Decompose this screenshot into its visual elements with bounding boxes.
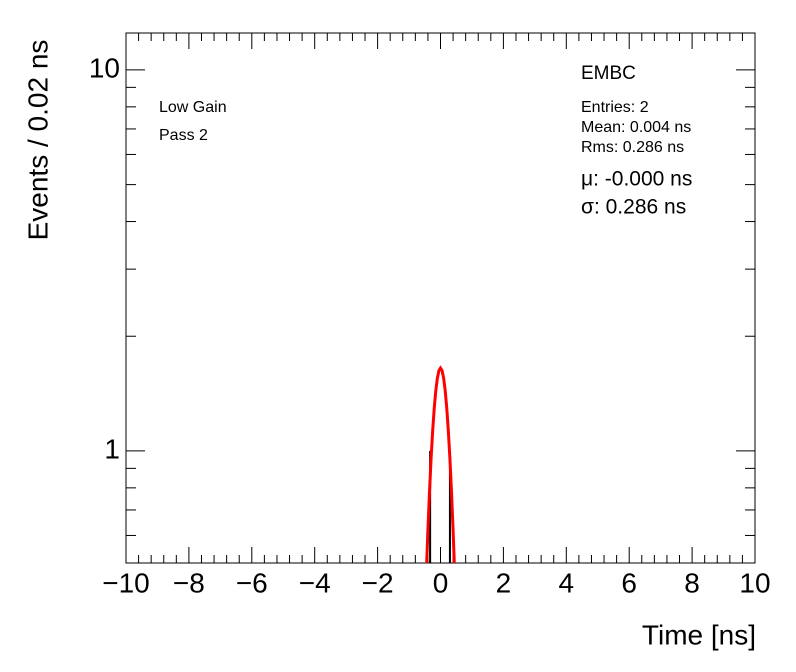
y-tick-label: 10 — [89, 52, 120, 83]
fit-sigma-label: σ: 0.286 ns — [581, 196, 686, 219]
rms-label: Rms: 0.286 ns — [581, 139, 684, 156]
x-tick-label: −6 — [236, 567, 268, 598]
x-tick-label: 6 — [621, 567, 637, 598]
x-tick-label: 8 — [684, 567, 700, 598]
x-tick-label: 4 — [559, 567, 575, 598]
mean-label: Mean: 0.004 ns — [581, 119, 691, 136]
y-tick-label: 1 — [104, 433, 120, 464]
x-tick-label: 2 — [496, 567, 512, 598]
x-tick-label: 0 — [433, 567, 449, 598]
x-tick-label: −2 — [362, 567, 394, 598]
label: EMBC — [581, 63, 636, 84]
fit-mu-label: μ: -0.000 ns — [581, 168, 692, 191]
x-tick-label: −4 — [299, 567, 331, 598]
x-axis-label: Time [ns] — [642, 619, 756, 650]
x-tick-label: −8 — [173, 567, 205, 598]
entries-label: Entries: 2 — [581, 99, 649, 116]
x-tick-label: −10 — [102, 567, 150, 598]
x-tick-label: 10 — [739, 567, 770, 598]
pass-label: Pass 2 — [159, 127, 208, 144]
fit-curve — [425, 365, 456, 563]
y-axis-label: Events / 0.02 ns — [22, 40, 53, 241]
gain-label: Low Gain — [159, 99, 227, 116]
